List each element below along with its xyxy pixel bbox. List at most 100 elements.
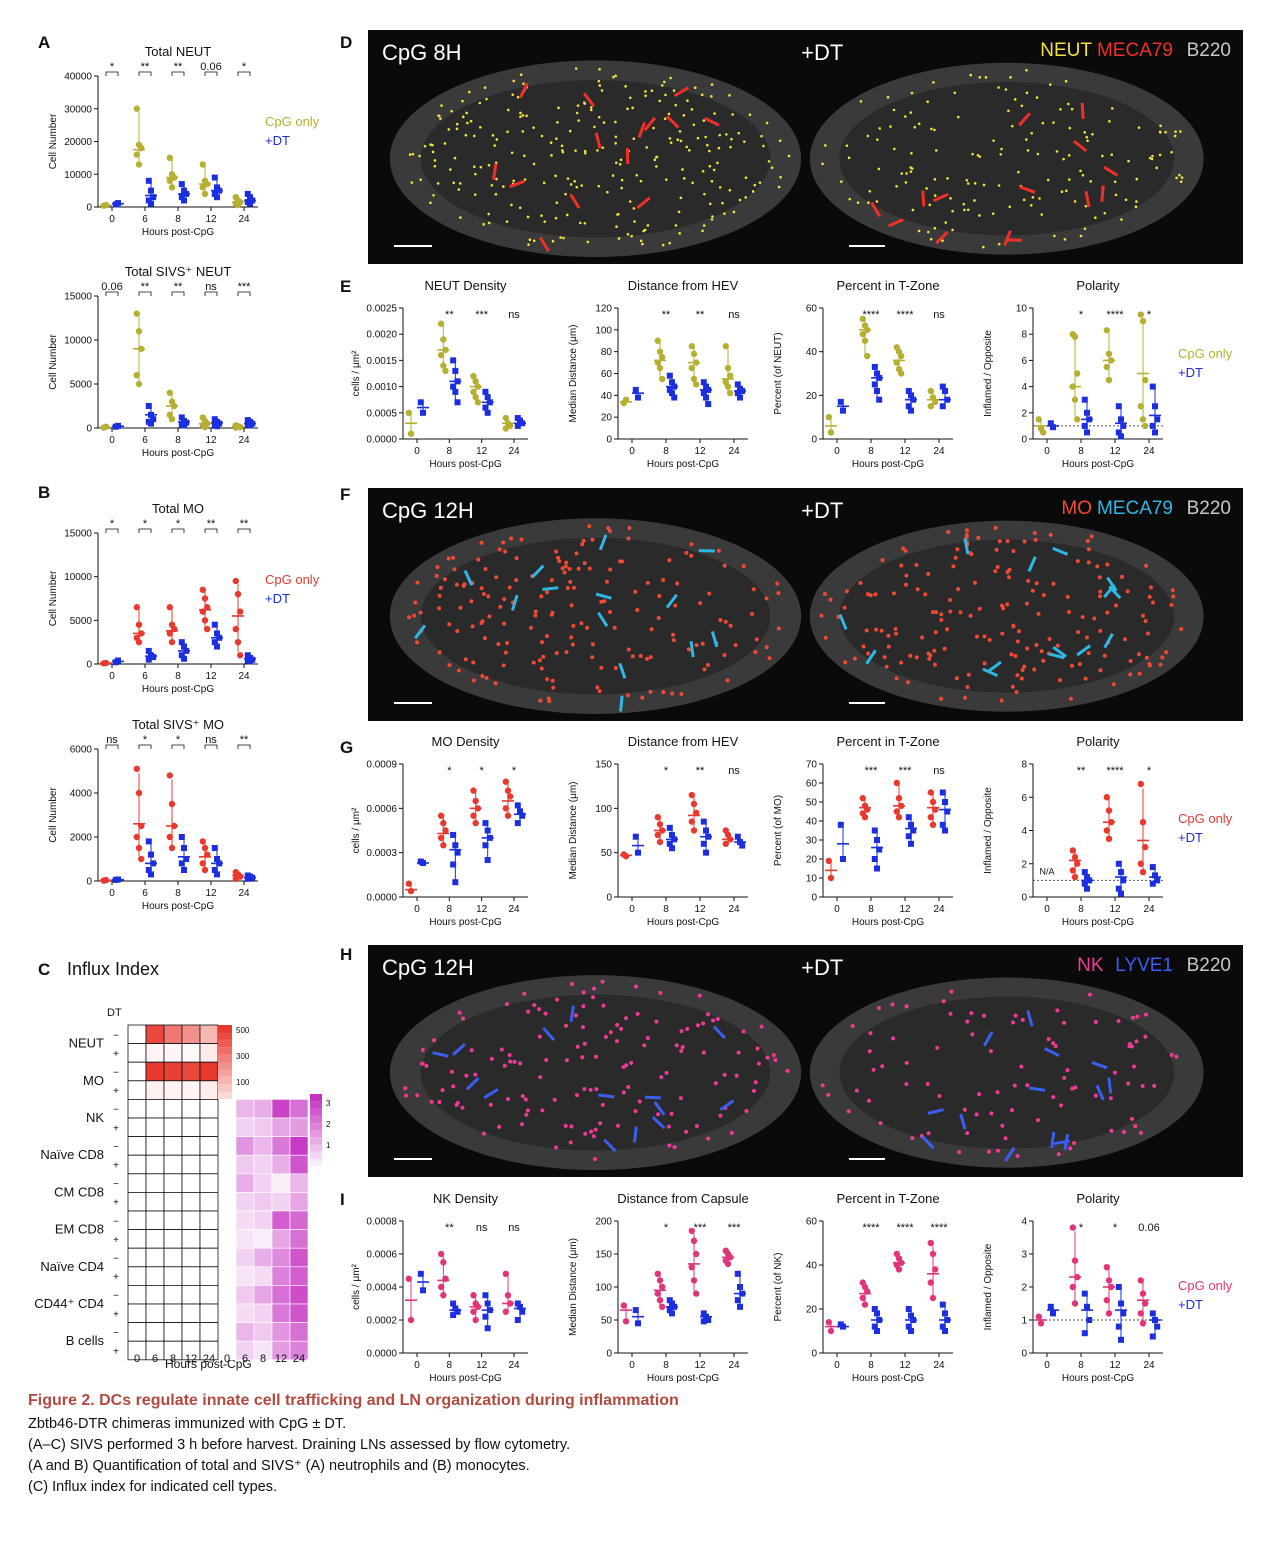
cell-marker bbox=[1019, 676, 1024, 681]
cell-marker bbox=[1079, 169, 1082, 173]
data-point bbox=[871, 1323, 878, 1330]
cell-marker bbox=[634, 984, 639, 989]
cell-marker bbox=[661, 690, 666, 695]
data-point bbox=[514, 820, 521, 827]
data-point bbox=[1084, 429, 1090, 436]
data-point bbox=[148, 871, 154, 878]
cell-marker bbox=[539, 594, 544, 599]
y-tick-label: 40 bbox=[601, 391, 613, 402]
significance-label: * bbox=[1147, 309, 1152, 321]
data-point bbox=[654, 1270, 661, 1278]
x-tick-label: 24 bbox=[238, 671, 250, 682]
data-point bbox=[666, 824, 673, 831]
chart-title: Polarity bbox=[1076, 1191, 1120, 1206]
data-point bbox=[482, 404, 489, 411]
data-point bbox=[939, 403, 946, 410]
cell-marker bbox=[551, 239, 555, 243]
marker-label: MECA79 bbox=[1097, 40, 1173, 61]
cell-marker bbox=[541, 654, 546, 659]
data-point bbox=[932, 806, 939, 813]
data-point bbox=[1108, 357, 1115, 364]
vessel-marker bbox=[542, 586, 559, 591]
data-point bbox=[454, 849, 461, 856]
data-point bbox=[1142, 376, 1149, 384]
vessel-marker bbox=[1103, 633, 1114, 649]
cell-marker bbox=[923, 592, 928, 597]
heatmap-cell bbox=[271, 1322, 291, 1342]
significance-label: 0.06 bbox=[200, 61, 221, 73]
cell-marker bbox=[574, 1093, 579, 1098]
y-tick-label: 2 bbox=[1021, 1283, 1027, 1294]
data-point bbox=[148, 851, 154, 858]
cell-marker bbox=[620, 178, 624, 182]
cell-marker bbox=[433, 164, 437, 168]
cell-marker bbox=[848, 197, 852, 201]
significance-bracket bbox=[105, 528, 119, 533]
cell-marker bbox=[626, 107, 629, 111]
cell-marker bbox=[877, 167, 881, 171]
cell-marker bbox=[999, 153, 1003, 156]
cell-marker bbox=[905, 680, 910, 685]
significance-label: ** bbox=[174, 61, 183, 73]
x-tick-label: 0 bbox=[834, 1360, 840, 1371]
data-point bbox=[1071, 853, 1079, 861]
data-point bbox=[145, 838, 152, 845]
cell-marker bbox=[946, 530, 951, 535]
data-point bbox=[135, 638, 143, 646]
cell-marker bbox=[1155, 166, 1158, 170]
cell-marker bbox=[929, 237, 933, 241]
cell-marker bbox=[732, 210, 736, 214]
cell-marker bbox=[933, 630, 938, 635]
data-point bbox=[472, 378, 479, 385]
cell-marker bbox=[469, 119, 473, 123]
cell-marker bbox=[1111, 107, 1114, 110]
cell-marker bbox=[506, 108, 510, 112]
cell-marker bbox=[974, 1112, 979, 1117]
data-point bbox=[654, 814, 661, 821]
heatmap-cell bbox=[127, 1173, 147, 1193]
significance-label: ns bbox=[933, 765, 945, 777]
data-point bbox=[482, 1292, 489, 1299]
cell-marker bbox=[611, 174, 615, 177]
cell-marker bbox=[978, 155, 982, 158]
data-point bbox=[115, 422, 121, 429]
vessel-marker bbox=[597, 611, 609, 627]
data-point bbox=[1071, 1257, 1079, 1264]
cell-marker bbox=[1024, 601, 1029, 606]
data-point bbox=[454, 1308, 461, 1315]
heatmap-cell bbox=[253, 1154, 273, 1175]
y-tick-label: 0.0008 bbox=[366, 1217, 397, 1228]
data-point bbox=[703, 383, 709, 390]
cell-marker bbox=[633, 1109, 638, 1114]
significance-label: * bbox=[664, 765, 669, 777]
y-tick-label: 0 bbox=[86, 660, 92, 671]
vessel-marker bbox=[935, 230, 949, 245]
data-point bbox=[1103, 327, 1111, 334]
cell-marker bbox=[909, 111, 913, 114]
cell-marker bbox=[689, 542, 694, 547]
data-point bbox=[181, 655, 187, 662]
data-point bbox=[211, 639, 218, 646]
cell-marker bbox=[564, 1058, 569, 1063]
y-axis-label: Median Distance (μm) bbox=[568, 324, 579, 422]
cell-marker bbox=[963, 208, 966, 212]
cell-marker bbox=[711, 1018, 716, 1023]
data-point bbox=[482, 820, 489, 827]
cell-marker bbox=[1055, 643, 1060, 648]
cell-marker bbox=[822, 592, 827, 597]
cell-marker bbox=[1067, 154, 1071, 157]
cell-marker bbox=[1030, 588, 1035, 593]
cell-marker bbox=[593, 1127, 598, 1132]
data-point bbox=[1115, 1323, 1122, 1330]
significance-label: * bbox=[1079, 1222, 1084, 1234]
cell-marker bbox=[1012, 1083, 1017, 1088]
cell-marker bbox=[696, 136, 700, 140]
cell-marker bbox=[521, 114, 525, 117]
x-tick-label: 8 bbox=[663, 904, 669, 915]
heatmap-cell bbox=[127, 1210, 147, 1231]
heatmap-cell bbox=[145, 1210, 165, 1231]
heatmap-cell bbox=[235, 1229, 255, 1249]
data-point bbox=[669, 831, 675, 838]
cell-marker bbox=[854, 1088, 859, 1093]
